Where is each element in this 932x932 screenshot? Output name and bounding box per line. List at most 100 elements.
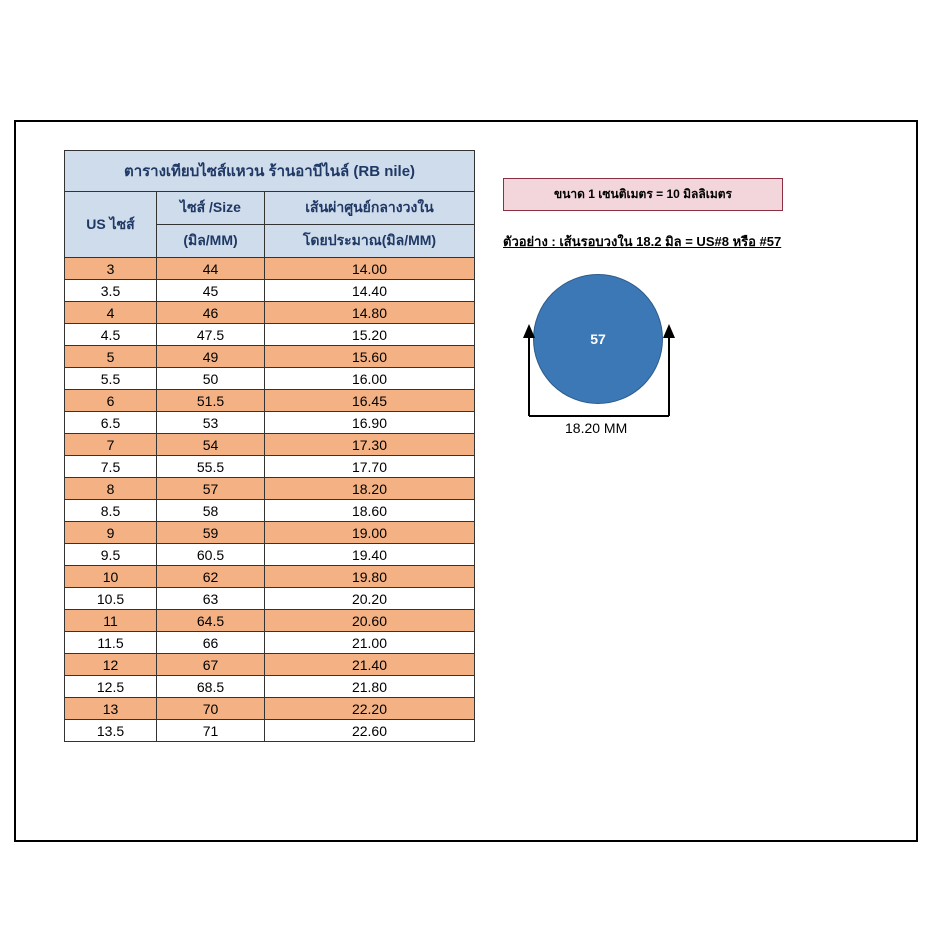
table-row: 7.555.517.70 bbox=[65, 456, 475, 478]
cell-dia: 17.30 bbox=[265, 434, 475, 456]
header-dia-1: เส้นผ่าศูนย์กลางวงใน bbox=[265, 192, 475, 225]
cell-us: 6.5 bbox=[65, 412, 157, 434]
cell-size: 70 bbox=[157, 698, 265, 720]
cell-size: 67 bbox=[157, 654, 265, 676]
ring-size-table: ตารางเทียบไซส์แหวน ร้านอาบีไนล์ (RB nile… bbox=[64, 150, 475, 742]
cell-us: 10.5 bbox=[65, 588, 157, 610]
cell-us: 5.5 bbox=[65, 368, 157, 390]
cell-us: 6 bbox=[65, 390, 157, 412]
cell-dia: 18.20 bbox=[265, 478, 475, 500]
cell-us: 8 bbox=[65, 478, 157, 500]
cell-size: 55.5 bbox=[157, 456, 265, 478]
cell-us: 7.5 bbox=[65, 456, 157, 478]
table-row: 5.55016.00 bbox=[65, 368, 475, 390]
cell-dia: 22.20 bbox=[265, 698, 475, 720]
cell-us: 9.5 bbox=[65, 544, 157, 566]
content-frame: ตารางเทียบไซส์แหวน ร้านอาบีไนล์ (RB nile… bbox=[14, 120, 918, 842]
cell-dia: 19.00 bbox=[265, 522, 475, 544]
header-us: US ไซส์ bbox=[65, 192, 157, 258]
cell-dia: 16.00 bbox=[265, 368, 475, 390]
page: ตารางเทียบไซส์แหวน ร้านอาบีไนล์ (RB nile… bbox=[0, 0, 932, 932]
cell-us: 9 bbox=[65, 522, 157, 544]
cell-dia: 21.00 bbox=[265, 632, 475, 654]
table-row: 13.57122.60 bbox=[65, 720, 475, 742]
cell-us: 13 bbox=[65, 698, 157, 720]
cell-size: 66 bbox=[157, 632, 265, 654]
cell-size: 64.5 bbox=[157, 610, 265, 632]
header-size-2: (มิล/MM) bbox=[157, 225, 265, 258]
cell-size: 51.5 bbox=[157, 390, 265, 412]
cell-us: 4 bbox=[65, 302, 157, 324]
diameter-diagram: 57 18.20 MM bbox=[503, 274, 743, 464]
cell-size: 46 bbox=[157, 302, 265, 324]
table-row: 10.56320.20 bbox=[65, 588, 475, 610]
cell-size: 54 bbox=[157, 434, 265, 456]
cell-us: 10 bbox=[65, 566, 157, 588]
cell-size: 71 bbox=[157, 720, 265, 742]
table-row: 137022.20 bbox=[65, 698, 475, 720]
cell-dia: 14.00 bbox=[265, 258, 475, 280]
cell-dia: 20.60 bbox=[265, 610, 475, 632]
cell-dia: 20.20 bbox=[265, 588, 475, 610]
dimension-label: 18.20 MM bbox=[565, 420, 627, 436]
cell-dia: 14.80 bbox=[265, 302, 475, 324]
table-row: 34414.00 bbox=[65, 258, 475, 280]
table-row: 9.560.519.40 bbox=[65, 544, 475, 566]
table-body: 34414.003.54514.4044614.804.547.515.2054… bbox=[65, 258, 475, 742]
table-row: 54915.60 bbox=[65, 346, 475, 368]
cell-size: 59 bbox=[157, 522, 265, 544]
cell-size: 62 bbox=[157, 566, 265, 588]
cell-us: 11 bbox=[65, 610, 157, 632]
table-row: 4.547.515.20 bbox=[65, 324, 475, 346]
unit-note: ขนาด 1 เซนติเมตร = 10 มิลลิเมตร bbox=[503, 178, 783, 211]
table-row: 95919.00 bbox=[65, 522, 475, 544]
table-row: 3.54514.40 bbox=[65, 280, 475, 302]
cell-us: 8.5 bbox=[65, 500, 157, 522]
cell-dia: 15.60 bbox=[265, 346, 475, 368]
table-row: 8.55818.60 bbox=[65, 500, 475, 522]
cell-size: 58 bbox=[157, 500, 265, 522]
cell-dia: 16.45 bbox=[265, 390, 475, 412]
cell-size: 53 bbox=[157, 412, 265, 434]
cell-size: 44 bbox=[157, 258, 265, 280]
cell-us: 3.5 bbox=[65, 280, 157, 302]
cell-size: 47.5 bbox=[157, 324, 265, 346]
cell-us: 7 bbox=[65, 434, 157, 456]
table-row: 651.516.45 bbox=[65, 390, 475, 412]
cell-dia: 15.20 bbox=[265, 324, 475, 346]
table-row: 11.56621.00 bbox=[65, 632, 475, 654]
table-row: 85718.20 bbox=[65, 478, 475, 500]
table-region: ตารางเทียบไซส์แหวน ร้านอาบีไนล์ (RB nile… bbox=[64, 150, 475, 822]
cell-us: 4.5 bbox=[65, 324, 157, 346]
table-title-row: ตารางเทียบไซส์แหวน ร้านอาบีไนล์ (RB nile… bbox=[65, 151, 475, 192]
header-dia-2: โดยประมาณ(มิล/MM) bbox=[265, 225, 475, 258]
cell-dia: 21.80 bbox=[265, 676, 475, 698]
cell-size: 60.5 bbox=[157, 544, 265, 566]
cell-us: 11.5 bbox=[65, 632, 157, 654]
cell-us: 13.5 bbox=[65, 720, 157, 742]
table-row: 44614.80 bbox=[65, 302, 475, 324]
cell-dia: 19.40 bbox=[265, 544, 475, 566]
cell-dia: 19.80 bbox=[265, 566, 475, 588]
cell-dia: 16.90 bbox=[265, 412, 475, 434]
table-header-row-1: US ไซส์ ไซส์ /Size เส้นผ่าศูนย์กลางวงใน bbox=[65, 192, 475, 225]
cell-dia: 22.60 bbox=[265, 720, 475, 742]
cell-size: 63 bbox=[157, 588, 265, 610]
cell-size: 57 bbox=[157, 478, 265, 500]
table-row: 126721.40 bbox=[65, 654, 475, 676]
table-row: 6.55316.90 bbox=[65, 412, 475, 434]
cell-dia: 14.40 bbox=[265, 280, 475, 302]
table-row: 12.568.521.80 bbox=[65, 676, 475, 698]
cell-us: 5 bbox=[65, 346, 157, 368]
table-row: 1164.520.60 bbox=[65, 610, 475, 632]
table-row: 106219.80 bbox=[65, 566, 475, 588]
table-row: 75417.30 bbox=[65, 434, 475, 456]
cell-size: 68.5 bbox=[157, 676, 265, 698]
cell-us: 12 bbox=[65, 654, 157, 676]
cell-dia: 21.40 bbox=[265, 654, 475, 676]
header-size-1: ไซส์ /Size bbox=[157, 192, 265, 225]
example-text: ตัวอย่าง : เส้นรอบวงใน 18.2 มิล = US#8 ห… bbox=[503, 231, 898, 252]
cell-dia: 18.60 bbox=[265, 500, 475, 522]
cell-size: 50 bbox=[157, 368, 265, 390]
cell-size: 49 bbox=[157, 346, 265, 368]
